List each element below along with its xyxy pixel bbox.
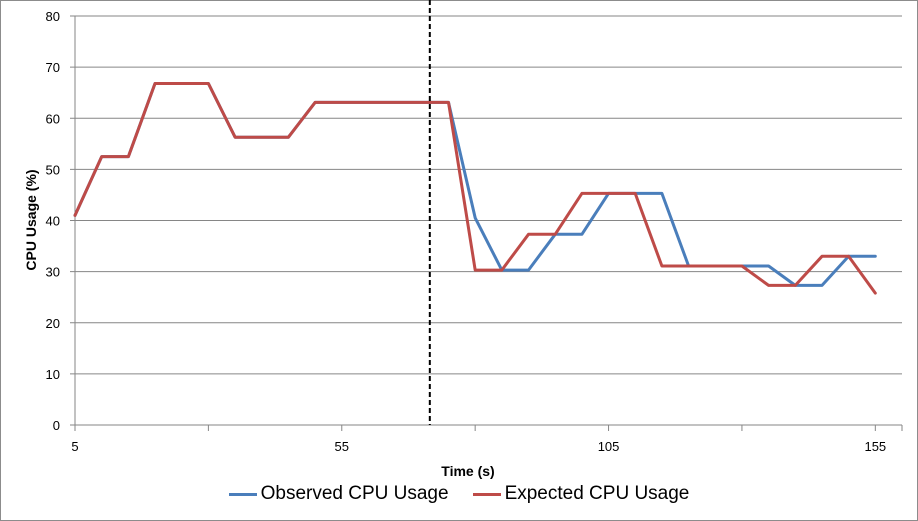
y-tick-label: 30 <box>46 265 60 280</box>
y-tick-label: 40 <box>46 214 60 229</box>
x-tick-label: 105 <box>598 439 620 454</box>
y-tick-label: 20 <box>46 316 60 331</box>
legend-swatch-expected <box>472 492 501 496</box>
x-axis-title: Time (s) <box>441 463 494 479</box>
y-tick-label: 10 <box>46 367 60 382</box>
legend-swatch-observed <box>228 492 257 496</box>
series-lines <box>73 82 877 295</box>
x-tick-label: 5 <box>71 439 78 454</box>
legend: Observed CPU Usage Expected CPU Usage <box>0 480 918 508</box>
x-tick-labels: 5 55 105 155 <box>71 439 886 454</box>
legend-item-observed: Observed CPU Usage <box>228 483 449 505</box>
legend-label-observed: Observed CPU Usage <box>260 483 449 504</box>
y-tick-label: 70 <box>46 60 60 75</box>
y-tick-label: 80 <box>46 9 60 24</box>
gridlines <box>75 15 902 375</box>
y-axis-title: CPU Usage (%) <box>23 169 39 270</box>
series-line-observed <box>73 82 877 287</box>
x-tick-label: 55 <box>335 439 349 454</box>
series-line-expected <box>73 82 877 295</box>
y-tick-label: 60 <box>46 111 60 126</box>
y-tick-labels: 0 10 20 30 40 50 60 70 80 <box>46 9 60 433</box>
y-tick-label: 50 <box>46 162 60 177</box>
axes <box>70 15 903 431</box>
y-tick-label: 0 <box>53 418 60 433</box>
x-tick-label: 155 <box>864 439 886 454</box>
legend-item-expected: Expected CPU Usage <box>472 483 690 505</box>
legend-label-expected: Expected CPU Usage <box>504 483 690 504</box>
